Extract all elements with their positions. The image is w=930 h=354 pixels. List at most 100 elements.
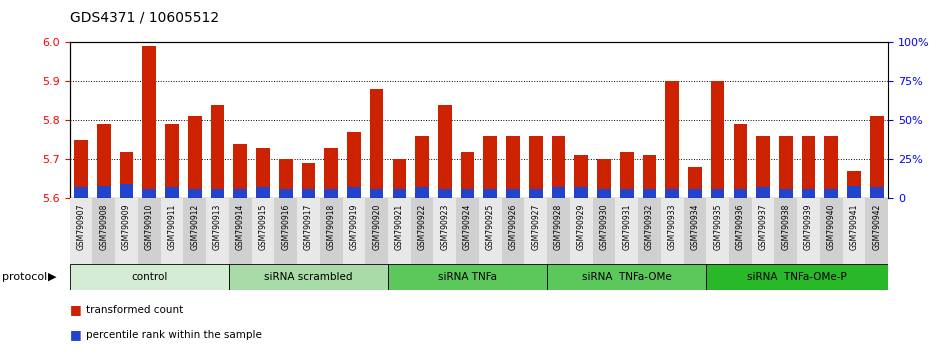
Bar: [392, 159, 406, 198]
Bar: [233, 144, 247, 198]
Bar: [97, 186, 111, 198]
Bar: [188, 189, 202, 198]
Text: GSM790936: GSM790936: [736, 204, 745, 250]
Bar: [620, 189, 633, 198]
Bar: [274, 198, 297, 264]
Bar: [501, 198, 525, 264]
Text: GSM790914: GSM790914: [235, 204, 245, 250]
Bar: [684, 198, 706, 264]
Text: siRNA  TNFa-OMe-P: siRNA TNFa-OMe-P: [748, 272, 847, 282]
Text: GSM790941: GSM790941: [849, 204, 858, 250]
Text: GSM790925: GSM790925: [485, 204, 495, 250]
FancyBboxPatch shape: [706, 264, 888, 290]
Bar: [347, 132, 361, 198]
Bar: [411, 198, 433, 264]
Bar: [506, 189, 520, 198]
Text: GSM790942: GSM790942: [872, 204, 882, 250]
Bar: [325, 148, 338, 198]
Text: GSM790920: GSM790920: [372, 204, 381, 250]
Text: siRNA TNFa: siRNA TNFa: [438, 272, 497, 282]
Bar: [870, 187, 884, 198]
Bar: [775, 198, 797, 264]
Bar: [570, 198, 592, 264]
Bar: [74, 140, 88, 198]
Bar: [756, 136, 770, 198]
Bar: [797, 198, 820, 264]
Text: GSM790921: GSM790921: [395, 204, 404, 250]
Bar: [734, 124, 747, 198]
Bar: [688, 189, 702, 198]
Text: GSM790934: GSM790934: [690, 204, 699, 250]
Text: GSM790935: GSM790935: [713, 204, 723, 250]
Text: percentile rank within the sample: percentile rank within the sample: [86, 330, 262, 339]
Text: GSM790929: GSM790929: [577, 204, 586, 250]
Bar: [115, 198, 138, 264]
Bar: [206, 198, 229, 264]
Bar: [734, 189, 747, 198]
Text: GSM790916: GSM790916: [281, 204, 290, 250]
Bar: [711, 81, 724, 198]
Text: GSM790922: GSM790922: [418, 204, 427, 250]
Bar: [616, 198, 638, 264]
Bar: [825, 189, 838, 198]
Text: GSM790911: GSM790911: [167, 204, 177, 250]
Bar: [342, 198, 365, 264]
Text: GSM790927: GSM790927: [531, 204, 540, 250]
Bar: [211, 105, 224, 198]
Text: ■: ■: [70, 303, 82, 316]
Bar: [416, 187, 429, 198]
Bar: [547, 198, 570, 264]
Bar: [751, 198, 775, 264]
Text: GSM790910: GSM790910: [145, 204, 153, 250]
Bar: [297, 198, 320, 264]
Bar: [643, 189, 657, 198]
Text: GSM790939: GSM790939: [804, 204, 813, 250]
FancyBboxPatch shape: [547, 264, 706, 290]
FancyBboxPatch shape: [229, 264, 388, 290]
Text: GSM790940: GSM790940: [827, 204, 836, 250]
Bar: [370, 89, 383, 198]
Bar: [70, 198, 92, 264]
FancyBboxPatch shape: [70, 264, 229, 290]
Bar: [779, 136, 792, 198]
Text: protocol: protocol: [2, 272, 47, 282]
Bar: [188, 116, 202, 198]
Bar: [711, 189, 724, 198]
Bar: [320, 198, 342, 264]
Bar: [279, 159, 293, 198]
Text: siRNA scrambled: siRNA scrambled: [264, 272, 352, 282]
Bar: [592, 198, 616, 264]
Bar: [479, 198, 501, 264]
Bar: [211, 189, 224, 198]
Bar: [256, 148, 270, 198]
Bar: [301, 163, 315, 198]
Bar: [847, 171, 861, 198]
Bar: [802, 189, 816, 198]
Bar: [161, 198, 183, 264]
Text: GSM790907: GSM790907: [76, 204, 86, 250]
Bar: [460, 189, 474, 198]
Bar: [438, 105, 452, 198]
Bar: [620, 152, 633, 198]
Bar: [843, 198, 866, 264]
Text: GSM790933: GSM790933: [668, 204, 677, 250]
FancyBboxPatch shape: [388, 264, 547, 290]
Bar: [597, 159, 611, 198]
Bar: [183, 198, 206, 264]
Bar: [820, 198, 843, 264]
Bar: [551, 187, 565, 198]
Text: GSM790909: GSM790909: [122, 204, 131, 250]
Bar: [729, 198, 751, 264]
Text: GSM790938: GSM790938: [781, 204, 790, 250]
Text: control: control: [131, 272, 167, 282]
Bar: [416, 136, 429, 198]
Text: GSM790926: GSM790926: [509, 204, 518, 250]
Text: GSM790912: GSM790912: [191, 204, 199, 250]
Text: GDS4371 / 10605512: GDS4371 / 10605512: [70, 11, 219, 25]
Bar: [870, 116, 884, 198]
Bar: [433, 198, 457, 264]
Bar: [370, 189, 383, 198]
Text: GSM790924: GSM790924: [463, 204, 472, 250]
Bar: [233, 189, 247, 198]
Bar: [847, 186, 861, 198]
